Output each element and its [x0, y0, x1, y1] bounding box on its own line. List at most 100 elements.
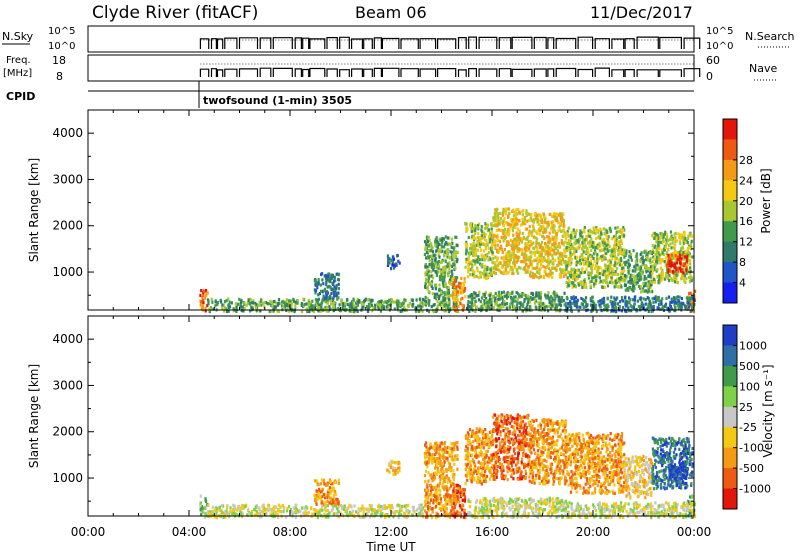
echo-cell: [686, 263, 689, 267]
echo-cell: [331, 273, 334, 277]
echo-cell: [482, 249, 485, 253]
echo-cell: [321, 272, 324, 276]
echo-cell: [506, 250, 510, 254]
echo-cell: [468, 305, 471, 309]
echo-cell: [432, 501, 435, 505]
echo-cell: [484, 222, 487, 226]
echo-cell: [582, 285, 586, 289]
echo-cell: [578, 271, 581, 275]
echo-cell: [307, 298, 310, 302]
echo-cell: [370, 303, 373, 307]
echo-cell: [447, 305, 450, 309]
echo-cell: [520, 240, 524, 244]
echo-cell: [244, 504, 247, 508]
echo-cell: [475, 248, 479, 252]
echo-cell: [437, 259, 440, 264]
echo-cell: [335, 497, 338, 501]
echo-cell: [634, 276, 637, 281]
echo-cell: [615, 246, 618, 250]
echo-cell: [426, 267, 429, 272]
echo-cell: [594, 267, 597, 271]
echo-cell: [428, 303, 431, 307]
echo-cell: [465, 228, 468, 232]
echo-cell: [309, 507, 313, 511]
echo-cell: [558, 303, 561, 307]
echo-cell: [597, 300, 600, 304]
echo-cell: [610, 273, 613, 277]
echo-cell: [290, 510, 293, 514]
echo-cell: [336, 498, 339, 502]
echo-cell: [506, 254, 510, 259]
echo-cell: [424, 295, 427, 299]
echo-cell: [457, 284, 460, 288]
echo-cell: [644, 298, 647, 302]
echo-cell: [289, 299, 292, 303]
echo-cell: [433, 460, 436, 464]
echo-cell: [556, 264, 559, 268]
echo-cell: [512, 233, 515, 237]
echo-cell: [428, 299, 431, 303]
colorbar-frame: [722, 118, 738, 304]
echo-cell: [658, 299, 661, 303]
echo-cell: [521, 217, 524, 221]
echo-cell: [505, 296, 509, 300]
echo-cell: [646, 285, 650, 289]
echo-cell: [554, 306, 557, 310]
echo-cell: [608, 227, 611, 231]
echo-cell: [440, 274, 443, 278]
freq-panel-frame: [87, 54, 695, 82]
echo-cell: [450, 282, 453, 286]
echo-cell: [556, 216, 559, 220]
echo-cell: [449, 484, 453, 488]
echo-cell: [687, 258, 690, 262]
echo-cell: [496, 212, 500, 216]
echo-cell: [521, 293, 524, 297]
echo-cell: [625, 251, 628, 255]
echo-cell: [437, 241, 440, 245]
echo-cell: [419, 301, 422, 305]
echo-cell: [487, 228, 491, 232]
echo-cell: [505, 243, 508, 248]
echo-cell: [335, 502, 338, 506]
echo-cell: [589, 241, 592, 245]
echo-cell: [461, 286, 465, 290]
echo-cell: [424, 455, 427, 459]
echo-cell: [546, 265, 549, 269]
echo-cell: [212, 307, 215, 311]
echo-cell: [544, 266, 547, 270]
echo-cell: [626, 303, 629, 307]
echo-cell: [511, 229, 514, 233]
echo-cell: [316, 509, 319, 513]
echo-cell: [289, 508, 292, 512]
echo-cell: [546, 245, 550, 249]
echo-cell: [479, 300, 482, 304]
echo-cell: [255, 306, 258, 310]
echo-cell: [669, 230, 673, 234]
echo-cell: [593, 301, 596, 305]
echo-cell: [678, 235, 681, 239]
echo-cell: [588, 234, 591, 238]
echo-cell: [493, 224, 496, 228]
echo-cell: [333, 285, 336, 289]
echo-cell: [665, 296, 668, 300]
echo-cell: [611, 247, 614, 251]
echo-cell: [593, 280, 596, 284]
echo-cell: [529, 215, 532, 219]
echo-cell: [443, 293, 446, 297]
echo-cell: [570, 257, 573, 261]
echo-cell: [579, 229, 582, 233]
echo-cell: [648, 258, 651, 262]
echo-cell: [473, 303, 476, 307]
echo-cell: [594, 307, 597, 311]
echo-cell: [444, 242, 447, 246]
echo-cell: [348, 503, 351, 507]
echo-cell: [638, 275, 641, 279]
echo-cell: [504, 267, 507, 271]
echo-cell: [682, 255, 685, 259]
echo-cell: [450, 237, 454, 241]
echo-cell: [321, 297, 324, 301]
echo-cell: [332, 486, 336, 490]
echo-cell: [333, 300, 336, 305]
echo-cell: [575, 272, 578, 276]
echo-cell: [624, 299, 628, 303]
